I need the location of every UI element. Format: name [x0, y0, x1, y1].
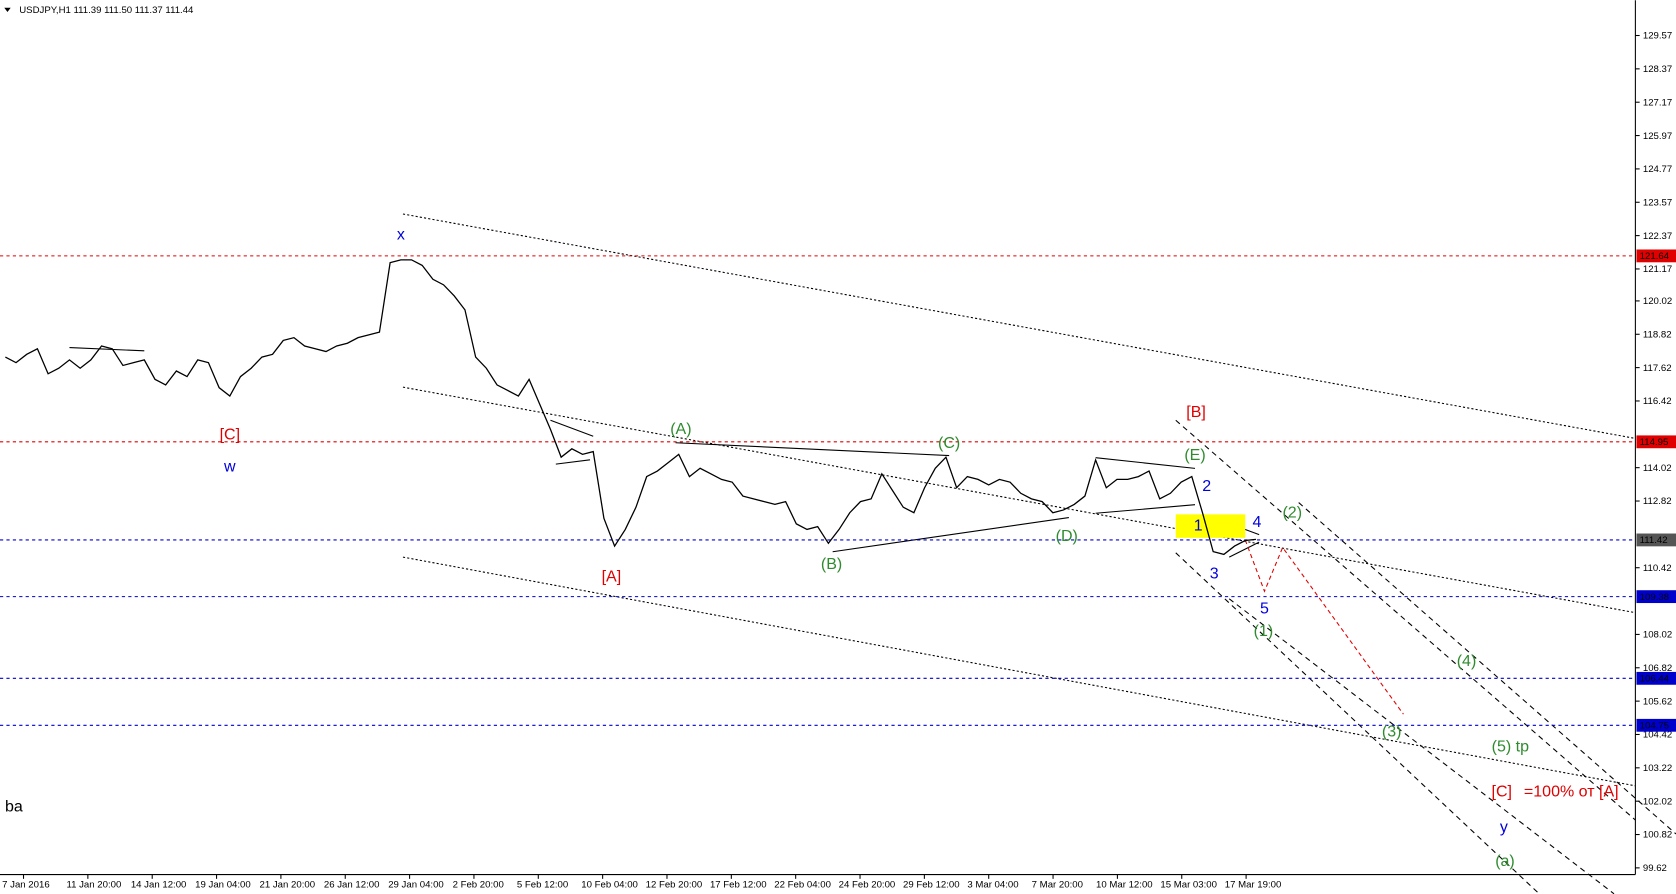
wave-label: (A) — [670, 420, 691, 438]
price-level-label: 114.95 — [1640, 437, 1669, 448]
price-level-label: 104.75 — [1640, 721, 1669, 732]
price-level-label: 109.38 — [1640, 592, 1669, 603]
price-level-tag — [1636, 249, 1676, 263]
x-tick-label: 10 Feb 04:00 — [581, 879, 638, 890]
y-tick-label: 121.17 — [1643, 264, 1672, 275]
wave-label: 3 — [1210, 564, 1219, 582]
wave-label: (4) — [1457, 652, 1477, 670]
y-tick-label: 124.77 — [1643, 164, 1672, 175]
y-tick-label: 102.02 — [1643, 796, 1672, 807]
wave-label: 5 — [1260, 600, 1269, 618]
y-tick-label: 103.22 — [1643, 763, 1672, 774]
wave-label: (C) — [938, 434, 960, 452]
y-tick-label: 99.62 — [1643, 863, 1667, 874]
x-tick-label: 11 Jan 20:00 — [66, 879, 121, 890]
x-tick-label: 10 Mar 12:00 — [1096, 879, 1153, 890]
wave-label: (1) — [1254, 622, 1274, 640]
x-tick-label: 24 Feb 20:00 — [839, 879, 896, 890]
price-level-tag — [1636, 671, 1676, 685]
highlight-zone — [1175, 514, 1246, 538]
wave-label: 2 — [1202, 477, 1211, 495]
y-tick-label: 123.57 — [1643, 197, 1672, 208]
x-tick-label: 19 Jan 04:00 — [195, 879, 251, 890]
wave-label: 1 — [1194, 516, 1203, 534]
y-tick-label: 112.82 — [1643, 496, 1672, 507]
wave-label: (2) — [1282, 504, 1302, 522]
x-tick-label: 3 Mar 04:00 — [967, 879, 1018, 890]
wave-label: (E) — [1184, 446, 1205, 464]
y-tick-label: 117.62 — [1643, 363, 1672, 374]
wave-channels — [1175, 419, 1676, 894]
wave-label: (D) — [1056, 527, 1078, 545]
x-tick-label: 29 Feb 12:00 — [903, 879, 960, 890]
x-tick-label: 7 Jan 2016 — [2, 879, 50, 890]
y-tick-label: 127.17 — [1643, 97, 1672, 108]
y-tick-label: 110.42 — [1643, 563, 1672, 574]
x-tick-label: 17 Feb 12:00 — [710, 879, 767, 890]
wave-label: [B] — [1186, 403, 1206, 421]
wave-label: (3) — [1382, 723, 1402, 741]
y-tick-label: 122.37 — [1643, 231, 1672, 242]
x-tick-label: 17 Mar 19:00 — [1225, 879, 1282, 890]
wave-label: w — [223, 458, 236, 476]
y-tick-label: 120.02 — [1643, 296, 1672, 307]
y-tick-label: 129.57 — [1643, 31, 1672, 42]
x-tick-label: 26 Jan 12:00 — [324, 879, 380, 890]
y-tick-label: 108.02 — [1643, 630, 1672, 641]
x-tick-label: 14 Jan 12:00 — [131, 879, 187, 890]
menu-icon — [4, 7, 11, 12]
x-tick-label: 7 Mar 20:00 — [1032, 879, 1083, 890]
price-level-label: 111.42 — [1640, 535, 1668, 546]
wave-label: =100% от [A] — [1524, 783, 1619, 801]
wave-label: 4 — [1253, 513, 1262, 531]
x-tick-label: 21 Jan 20:00 — [260, 879, 316, 890]
wave-label: (5) tp — [1492, 738, 1529, 756]
x-tick-label: 12 Feb 20:00 — [646, 879, 703, 890]
price-line — [5, 259, 1257, 556]
wave-label: (a) — [1495, 852, 1515, 870]
x-tick-label: 22 Feb 04:00 — [774, 879, 831, 890]
y-tick-label: 114.02 — [1643, 463, 1672, 474]
wave-label: (B) — [821, 555, 842, 573]
y-tick-label: 118.82 — [1643, 329, 1672, 340]
x-tick-label: 5 Feb 12:00 — [517, 879, 568, 890]
price-level-tag — [1636, 435, 1676, 449]
x-tick-label: 2 Feb 20:00 — [453, 879, 504, 890]
y-tick-label: 104.42 — [1643, 730, 1672, 741]
price-level-label: 106.44 — [1640, 674, 1670, 685]
channel-lines — [402, 213, 1636, 787]
price-level-label: 121.64 — [1640, 251, 1670, 262]
wave-label: [A] — [602, 568, 622, 586]
price-level-tag — [1636, 533, 1676, 547]
y-tick-label: 125.97 — [1643, 131, 1672, 142]
price-level-tag — [1636, 590, 1676, 604]
wave-label: x — [397, 226, 405, 244]
wave-label: [C] — [1492, 783, 1512, 801]
x-tick-label: 29 Jan 04:00 — [388, 879, 444, 890]
y-tick-label: 100.82 — [1643, 830, 1672, 841]
chart-title: USDJPY,H1 111.39 111.50 111.37 111.44 — [19, 5, 194, 16]
y-tick-label: 116.42 — [1643, 396, 1672, 407]
wave-label: y — [1500, 818, 1508, 836]
wave-label: ba — [5, 797, 23, 815]
price-level-tag — [1636, 718, 1676, 732]
y-tick-label: 106.82 — [1643, 663, 1672, 674]
projection — [1244, 539, 1404, 715]
wave-label: [C] — [220, 426, 240, 444]
x-tick-label: 15 Mar 03:00 — [1160, 879, 1217, 890]
y-tick-label: 128.37 — [1643, 64, 1672, 75]
y-tick-label: 105.62 — [1643, 696, 1672, 707]
